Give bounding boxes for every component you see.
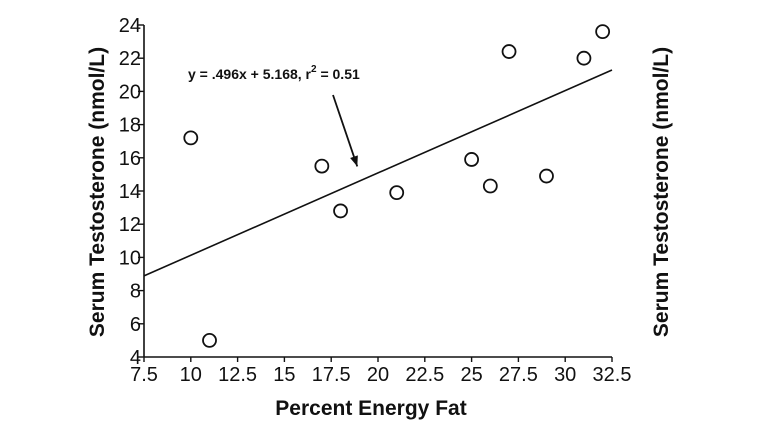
tick-marks [138,24,613,362]
fit-line-group [143,69,613,277]
y-tick-label: 10 [119,247,141,269]
data-point [482,178,498,194]
data-points [183,24,611,348]
y-tick-label: 6 [130,314,141,336]
y-tick-label: 24 [119,15,141,37]
y-tick-label: 18 [119,115,141,137]
y-tick-label: 16 [119,148,141,170]
data-point [333,203,348,219]
y-axis-title: Serum Testosterone (nmol/L) [86,47,109,337]
x-tick-label: 30 [554,364,576,386]
x-tick-label: 32.5 [593,364,632,386]
data-point [595,24,611,40]
x-tick-label: 22.5 [405,364,444,386]
regression-line [143,69,613,277]
x-tick-label: 15 [273,364,295,386]
x-tick-label: 27.5 [499,364,538,386]
data-point [576,50,592,66]
data-point [314,158,330,174]
x-tick-label: 10 [180,364,202,386]
y-tick-label: 8 [130,281,141,303]
y-tick-label: 12 [119,214,141,236]
annotation-arrow [332,94,359,167]
x-tick-label: 7.5 [130,364,158,386]
y-tick-label: 22 [119,48,141,70]
x-axis-title: Percent Energy Fat [275,397,466,420]
data-point [464,152,480,167]
x-tick-label: 20 [367,364,389,386]
data-point [389,185,405,201]
y-tick-label: 14 [119,181,141,203]
x-tick-labels: 7.5 10 12.5 15 17.5 20 22.5 25 27.5 30 32.5 [130,364,631,386]
y-axis-title-right: Serum Testosterone (nmol/L) [650,47,673,337]
x-tick-label: 17.5 [312,364,351,386]
annotation-group: y = .496x + 5.168, r2 = 0.51 [188,64,360,167]
x-tick-label: 12.5 [218,364,257,386]
y-tick-labels: 4 6 8 10 12 14 16 18 20 22 24 [119,15,141,369]
y-tick-label: 20 [119,81,141,103]
data-point [183,130,199,146]
fit-equation: y = .496x + 5.168, r2 = 0.51 [188,64,360,82]
x-tick-label: 25 [460,364,482,386]
y-tick-label: 4 [130,347,141,369]
data-point [539,168,554,184]
data-point [501,44,517,59]
annotation-arrowhead [350,155,358,167]
data-point [202,332,217,348]
